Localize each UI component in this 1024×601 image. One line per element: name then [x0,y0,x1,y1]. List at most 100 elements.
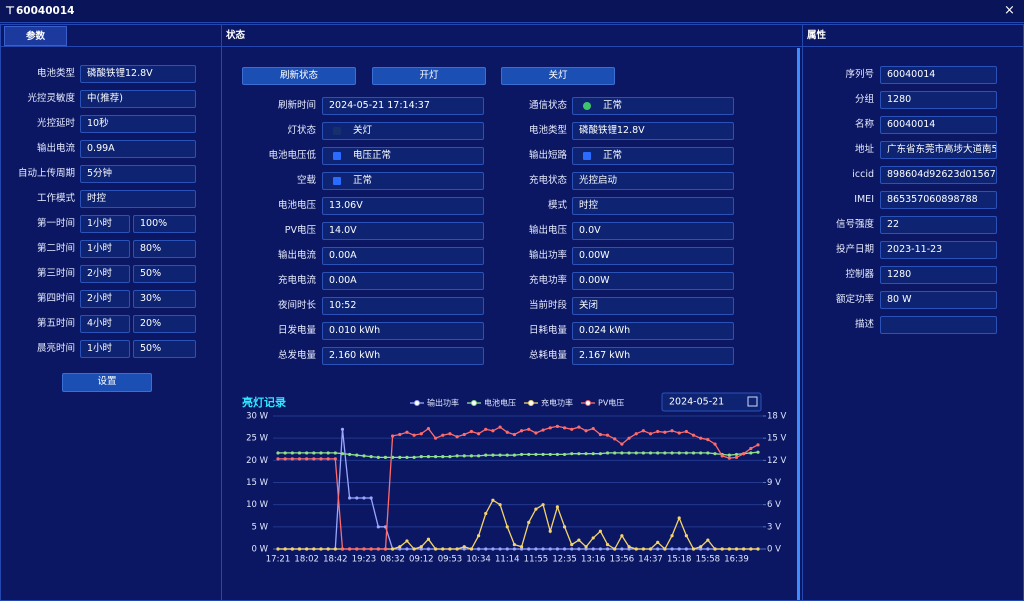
param-label: 输出电流 [36,143,75,154]
series-point [656,451,660,455]
series-point [398,545,402,549]
status-value: 正常 [322,172,484,190]
action-button[interactable]: 关灯 [501,67,615,85]
time-label: 第五时间 [36,318,75,329]
status-label: 输出功率 [528,250,567,261]
property-label: 投产日期 [835,244,874,255]
series-point [527,427,531,431]
status-label: 灯状态 [287,125,316,136]
series-point [484,427,488,431]
series-point [312,547,316,551]
series-point [512,547,517,551]
series-point [362,496,366,500]
series-point [283,457,287,461]
series-point [598,547,602,551]
series-point [448,547,452,551]
series-point [491,429,495,433]
series-point [541,452,545,457]
series-point [505,525,509,529]
series-point [405,539,409,543]
y2-tick-label: 18 V [767,412,787,422]
series-point [462,547,466,551]
series-point [706,451,710,455]
series-point [627,547,631,551]
series-point [276,451,280,455]
series-point [598,432,602,437]
series-point [605,542,610,547]
legend-marker [528,400,534,406]
y2-tick-label: 9 V [767,478,781,488]
status-value: 0.00A [322,247,484,265]
series-point [713,442,717,446]
set-button[interactable]: 设置 [62,373,152,392]
properties-header: 属性 [807,30,827,41]
series-point [448,455,452,459]
series-point [426,455,431,459]
time-percent: 100% [133,215,196,233]
series-point [505,547,509,551]
series-point [534,547,538,551]
series-point [591,426,595,431]
status-value: 电压正常 [322,147,484,165]
series-point [562,452,567,457]
series-point [749,446,753,451]
series-point [677,516,681,520]
param-label: 工作模式 [36,193,75,204]
time-hours: 1小时 [80,340,130,358]
series-point [756,443,760,447]
series-point [570,542,574,547]
series-point [491,453,495,457]
series-point [742,452,746,456]
series-point [448,432,452,436]
series-point [548,529,552,533]
property-label: 信号强度 [835,219,874,230]
series-point [290,547,294,551]
y2-tick-label: 6 V [767,500,781,510]
scrollbar[interactable] [797,48,800,600]
series-point [512,542,517,547]
x-tick-label: 18:42 [323,555,348,565]
property-value: 898604d92623d0156704 [880,166,997,184]
series-point [283,547,287,551]
series-point [305,457,309,461]
series-point [691,451,696,455]
series-point [462,432,466,437]
status-label: 输出电流 [277,250,316,261]
series-point [290,451,294,455]
series-point [620,547,624,551]
series-point [727,547,731,551]
status-value: 2.167 kWh [572,347,734,365]
time-hours: 1小时 [80,215,130,233]
series-point [369,455,373,459]
series-point [562,547,567,551]
legend-marker [414,400,420,406]
param-label: 光控延时 [36,118,75,129]
close-button[interactable]: × [1004,3,1015,18]
series-point [756,547,760,551]
param-value: 0.99A [80,140,196,158]
series-point [405,430,409,434]
series-point [620,451,624,455]
params-tab[interactable]: 参数 [4,26,67,46]
status-value: 磷酸铁锂12.8V [572,122,734,140]
window-icon: ⊤ [5,4,16,17]
x-tick-label: 19:23 [352,555,377,565]
series-point [534,452,538,457]
property-label: 名称 [854,119,874,130]
series-point [734,547,739,551]
series-point [512,432,517,437]
date-picker[interactable] [661,392,762,412]
series-point [297,547,302,551]
series-point [613,451,617,455]
series-point [656,429,660,434]
action-button[interactable]: 刷新状态 [242,67,356,85]
y2-tick-label: 0 V [767,545,781,555]
property-label: 额定功率 [835,294,874,305]
action-button[interactable]: 开灯 [372,67,486,85]
series-point [570,547,574,551]
series-point [426,537,431,541]
status-value: 0.024 kWh [572,322,734,340]
legend-marker [471,400,477,406]
status-value: 正常 [572,147,734,165]
